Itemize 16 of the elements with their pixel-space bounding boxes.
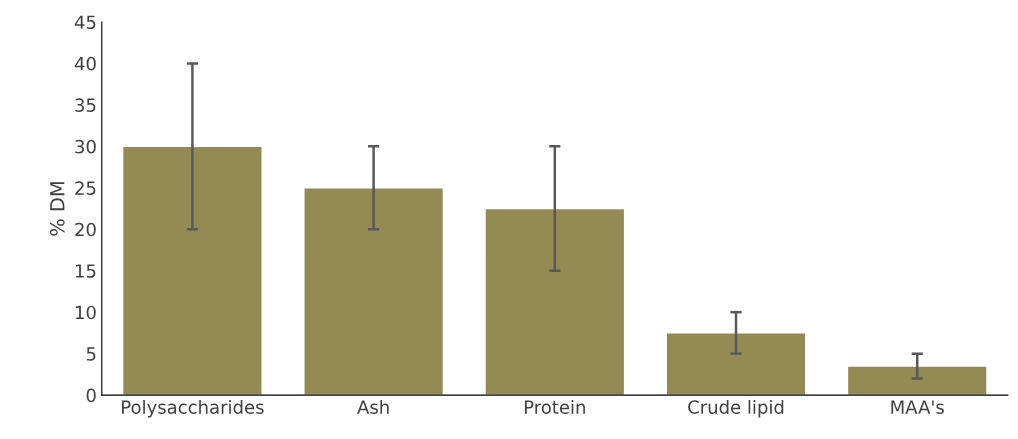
y-tick-label: 0 <box>86 388 96 403</box>
x-tick-label: MAA's <box>891 400 944 414</box>
y-tick-label: 20 <box>75 222 96 237</box>
y-tick-label: 25 <box>75 181 96 195</box>
x-tick-label: Polysaccharides <box>122 399 264 418</box>
x-tick-label: Protein <box>524 399 585 414</box>
y-axis-title: % DM <box>49 182 65 236</box>
y-tick-label: 10 <box>75 305 96 320</box>
y-tick-label: 40 <box>74 56 96 71</box>
x-tick-label: Crude lipid <box>688 399 784 418</box>
x-tick-label: Ash <box>357 399 389 414</box>
y-tick-label: 45 <box>74 15 96 30</box>
y-tick-label: 30 <box>75 139 96 154</box>
y-tick-label: 5 <box>86 347 96 361</box>
y-tick-label: 15 <box>75 264 96 278</box>
y-tick-label: 35 <box>75 98 96 112</box>
